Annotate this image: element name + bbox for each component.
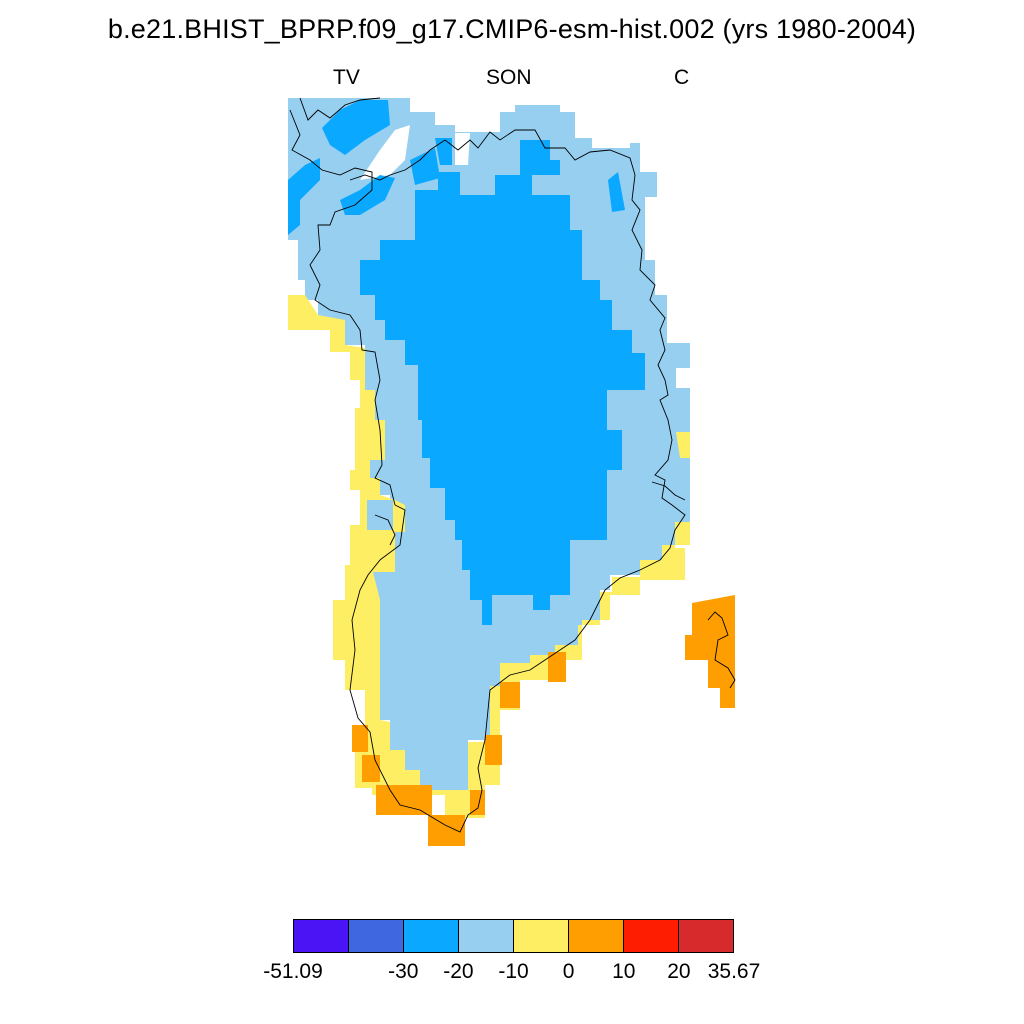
colorbar-box-4	[514, 920, 569, 952]
colorbar-label: 10	[612, 960, 636, 983]
colorbar-box-7	[679, 920, 733, 952]
colorbar-label: 35.67	[707, 960, 761, 983]
plot-title: b.e21.BHIST_BPRP.f09_g17.CMIP6-esm-hist.…	[107, 14, 917, 44]
colorbar-box-0	[294, 920, 349, 952]
variable-label: TV	[333, 66, 360, 89]
colorbar-label: 20	[667, 960, 691, 983]
season-label: SON	[486, 66, 532, 89]
colorbar-box-3	[459, 920, 514, 952]
units-label: C	[674, 66, 690, 89]
field-region-orange	[548, 652, 566, 682]
field-region-iceland	[685, 595, 735, 708]
colorbar-label: -10	[498, 960, 529, 983]
coastline	[289, 109, 686, 833]
colorbar-box-1	[349, 920, 404, 952]
colorbar-label: -51.09	[263, 960, 323, 983]
field-region-yellow	[288, 295, 690, 818]
colorbar-label: -30	[388, 960, 419, 983]
colorbar-label: 0	[562, 960, 575, 983]
field-region-ice	[360, 140, 645, 625]
colorbar-label: -20	[443, 960, 474, 983]
colorbar-box-6	[624, 920, 679, 952]
colorbar	[293, 919, 734, 953]
colorbar-box-5	[569, 920, 624, 952]
colorbar-box-2	[404, 920, 459, 952]
